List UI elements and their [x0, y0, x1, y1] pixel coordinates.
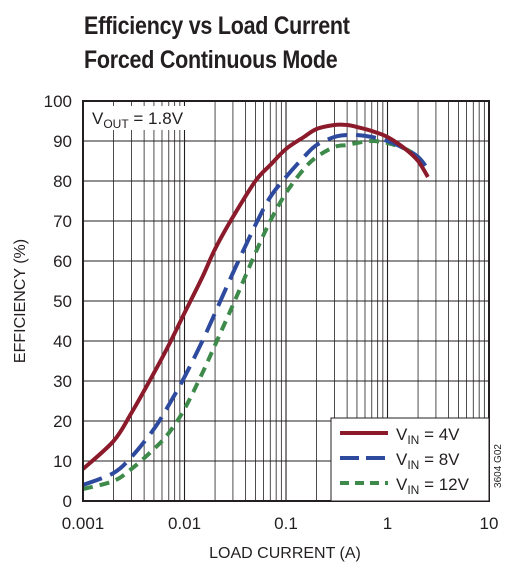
y-tick-label: 70 — [53, 212, 72, 231]
vout-annotation-main: V — [92, 109, 104, 128]
y-tick-label: 10 — [53, 452, 72, 471]
plot-border — [82, 100, 490, 502]
x-tick-label: 10 — [480, 514, 499, 533]
legend-label-sub: IN — [407, 458, 419, 472]
legend-label-rest: = 12V — [419, 475, 469, 494]
series-line-vin-3 — [82, 139, 430, 491]
x-axis-label: LOAD CURRENT (A) — [209, 545, 361, 562]
vout-annotation: VOUT = 1.8V — [88, 106, 206, 131]
y-tick-label: 30 — [53, 372, 72, 391]
legend-label: VIN = 8V — [396, 450, 460, 472]
chart-subtitle: Forced Continuous Mode — [84, 46, 338, 74]
y-tick-label: 90 — [53, 132, 72, 151]
y-tick-label: 80 — [53, 172, 72, 191]
x-tick-label: 1 — [383, 514, 392, 533]
legend-label-rest: = 4V — [419, 425, 460, 444]
y-tick-label: 20 — [53, 412, 72, 431]
vout-annotation-rest: = 1.8V — [129, 109, 184, 128]
chart-title: Efficiency vs Load Current — [84, 12, 350, 40]
y-tick-label: 0 — [63, 492, 72, 511]
figure-code: 3604 G02 — [493, 444, 504, 488]
y-tick-labels: 0 10 20 30 40 50 60 70 80 90 100 — [44, 92, 72, 511]
y-tick-label: 100 — [44, 92, 72, 111]
series-line-vin-2 — [82, 132, 430, 487]
legend-label-main: V — [396, 450, 408, 469]
legend-label-main: V — [396, 425, 408, 444]
y-tick-label: 50 — [53, 292, 72, 311]
legend-label: VIN = 12V — [396, 475, 470, 497]
x-tick-labels: 0.001 0.01 0.1 1 10 — [62, 514, 499, 533]
legend-label-rest: = 8V — [419, 450, 460, 469]
y-axis-label: EFFICIENCY (%) — [12, 239, 29, 363]
y-tick-label: 40 — [53, 332, 72, 351]
series-line-vin-1 — [81, 122, 430, 471]
legend-label-sub: IN — [407, 483, 419, 497]
x-tick-label: 0.001 — [62, 514, 105, 533]
x-tick-label: 0.01 — [168, 514, 201, 533]
legend-label-sub: IN — [407, 433, 419, 447]
legend-label: VIN = 4V — [396, 425, 460, 447]
y-tick-label: 60 — [53, 252, 72, 271]
series-layer — [81, 122, 430, 491]
vout-annotation-sub: OUT — [103, 117, 129, 131]
svg-text:VOUT = 1.8V: VOUT = 1.8V — [92, 109, 184, 131]
legend-label-main: V — [396, 475, 408, 494]
x-tick-label: 0.1 — [274, 514, 298, 533]
